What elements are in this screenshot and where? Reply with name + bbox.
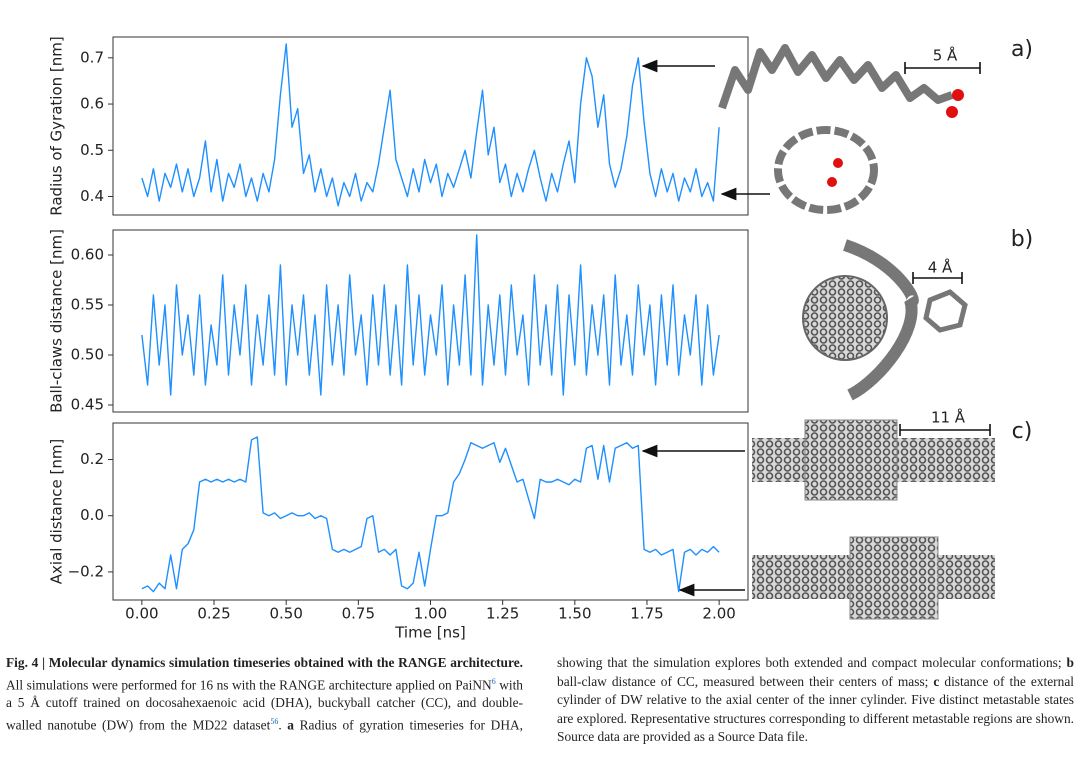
y-tick-label: −0.2	[68, 562, 104, 580]
scale-label: 4 Å	[928, 258, 953, 277]
reference: 56	[270, 716, 279, 726]
x-tick-label: 1.00	[414, 605, 447, 623]
caption-title: Fig. 4 | Molecular dynamics simulation t…	[6, 655, 523, 670]
panel-ref: a	[287, 717, 294, 733]
buckyball	[802, 275, 888, 361]
panel-label: a)	[1011, 37, 1033, 62]
x-tick-label: 0.75	[342, 605, 375, 623]
y-axis-label: Radius of Gyration [nm]	[48, 36, 66, 215]
x-tick-label: 0.50	[269, 605, 302, 623]
plot-frame	[112, 36, 749, 216]
y-tick-label: 0.50	[71, 346, 104, 364]
reference: 6	[491, 676, 496, 686]
panel-label: c)	[1012, 419, 1033, 444]
y-tick-label: 0.55	[71, 296, 104, 314]
caption-text: Radius of gyration timeseries for DHA, s…	[294, 655, 1067, 733]
plot-frame	[112, 422, 749, 601]
scale-bar	[904, 62, 981, 74]
series-line	[141, 234, 720, 396]
claw	[843, 239, 919, 401]
scale-bar	[912, 272, 963, 284]
figure: 0.4 0.5 0.6 0.7 Radius of Gyration [nm] 0.45 0…	[48, 36, 1034, 642]
plots: 0.4 0.5 0.6 0.7 Radius of Gyration [nm] 0.45 0…	[48, 36, 749, 642]
x-tick-label: 1.25	[486, 605, 519, 623]
dha-compact	[774, 126, 878, 214]
caption-text: All simulations were performed for 16 ns…	[6, 676, 492, 692]
scale-label: 5 Å	[933, 46, 958, 65]
arrows	[641, 59, 770, 597]
nanotube-outer	[804, 419, 898, 501]
x-tick-label: 0.00	[125, 605, 158, 623]
claw-ring	[923, 289, 968, 333]
caption-text: .	[278, 717, 288, 733]
nanotube-outer	[849, 536, 939, 620]
y-tick-label: 0.7	[80, 48, 104, 66]
y-tick-label: 0.0	[80, 506, 104, 524]
panel-ref: c	[933, 673, 940, 689]
scale-label: 11 Å	[931, 408, 966, 427]
oxygen	[946, 106, 958, 118]
scale-bars	[899, 62, 991, 436]
oxygen	[952, 89, 964, 101]
panel-label: b)	[1011, 227, 1034, 252]
y-tick-label: 0.5	[80, 141, 104, 159]
caption: Fig. 4 | Molecular dynamics simulation t…	[6, 654, 1074, 747]
x-axis-label: Time [ns]	[394, 624, 466, 642]
y-axis-label: Axial distance [nm]	[48, 439, 66, 585]
y-tick-label: 0.6	[80, 95, 104, 113]
caption-text: distance of the external cylinder of DW …	[557, 673, 1074, 745]
caption-text: ball-claw distance of CC, measured betwe…	[557, 673, 934, 689]
y-tick-label: 0.4	[80, 187, 104, 205]
oxygen	[833, 158, 843, 168]
dha-extended	[718, 44, 954, 110]
plot-frame	[112, 229, 749, 413]
x-tick-label: 2.00	[702, 605, 735, 623]
y-tick-label: 0.60	[71, 246, 104, 264]
x-tick-label: 0.25	[197, 605, 230, 623]
y-tick-label: 0.45	[71, 396, 104, 414]
caption-text: with a 5 Å cutoff trained on docosahexae…	[6, 676, 524, 733]
oxygen	[827, 177, 837, 187]
x-tick-label: 1.50	[558, 605, 591, 623]
series-line	[141, 43, 720, 207]
x-tick-label: 1.75	[630, 605, 663, 623]
panel-ref: b	[1066, 655, 1074, 670]
y-tick-label: 0.2	[80, 450, 104, 468]
scale-bar	[899, 424, 991, 436]
y-axis-label: Ball-claws distance [nm]	[48, 229, 66, 413]
series-line	[141, 436, 720, 593]
molecules	[718, 44, 995, 620]
